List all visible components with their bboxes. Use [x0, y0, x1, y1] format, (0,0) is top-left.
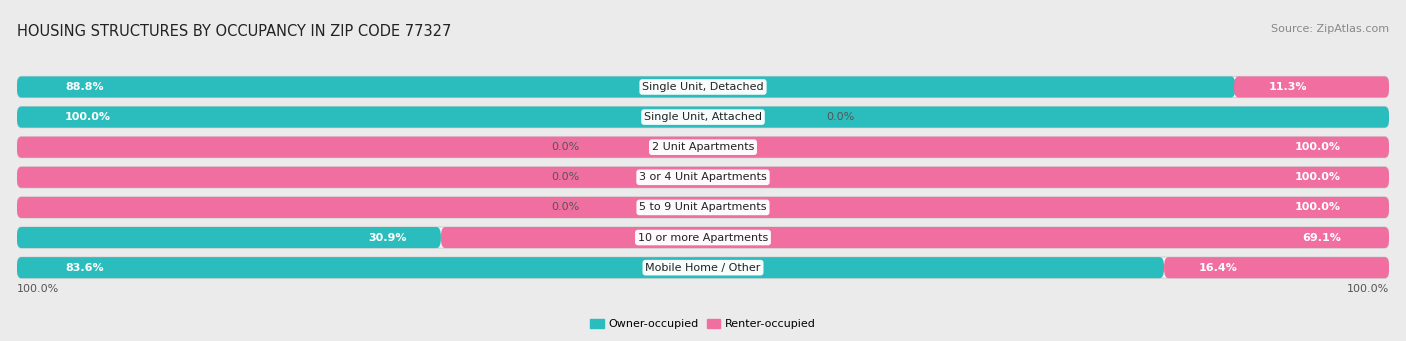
- Text: 0.0%: 0.0%: [827, 112, 855, 122]
- Text: Single Unit, Attached: Single Unit, Attached: [644, 112, 762, 122]
- Text: 10 or more Apartments: 10 or more Apartments: [638, 233, 768, 242]
- FancyBboxPatch shape: [441, 227, 1389, 248]
- FancyBboxPatch shape: [17, 76, 1389, 98]
- Text: 0.0%: 0.0%: [551, 142, 579, 152]
- FancyBboxPatch shape: [17, 137, 1389, 158]
- FancyBboxPatch shape: [1234, 76, 1389, 98]
- FancyBboxPatch shape: [17, 167, 1389, 188]
- Text: 2 Unit Apartments: 2 Unit Apartments: [652, 142, 754, 152]
- Text: 69.1%: 69.1%: [1302, 233, 1341, 242]
- Text: 11.3%: 11.3%: [1268, 82, 1306, 92]
- FancyBboxPatch shape: [17, 137, 1389, 158]
- Text: Single Unit, Detached: Single Unit, Detached: [643, 82, 763, 92]
- Text: 100.0%: 100.0%: [65, 112, 111, 122]
- Text: 0.0%: 0.0%: [551, 172, 579, 182]
- FancyBboxPatch shape: [1164, 257, 1389, 278]
- Text: 5 to 9 Unit Apartments: 5 to 9 Unit Apartments: [640, 203, 766, 212]
- Text: 30.9%: 30.9%: [368, 233, 406, 242]
- Text: 88.8%: 88.8%: [65, 82, 104, 92]
- FancyBboxPatch shape: [17, 227, 441, 248]
- FancyBboxPatch shape: [17, 76, 1236, 98]
- FancyBboxPatch shape: [17, 106, 1389, 128]
- Text: 3 or 4 Unit Apartments: 3 or 4 Unit Apartments: [640, 172, 766, 182]
- Text: 16.4%: 16.4%: [1198, 263, 1237, 273]
- FancyBboxPatch shape: [17, 257, 1164, 278]
- Text: HOUSING STRUCTURES BY OCCUPANCY IN ZIP CODE 77327: HOUSING STRUCTURES BY OCCUPANCY IN ZIP C…: [17, 24, 451, 39]
- Text: Source: ZipAtlas.com: Source: ZipAtlas.com: [1271, 24, 1389, 34]
- Text: 100.0%: 100.0%: [1347, 284, 1389, 294]
- Text: 100.0%: 100.0%: [17, 284, 59, 294]
- FancyBboxPatch shape: [17, 197, 1389, 218]
- Text: 100.0%: 100.0%: [1295, 172, 1341, 182]
- FancyBboxPatch shape: [17, 197, 1389, 218]
- Text: 100.0%: 100.0%: [1295, 142, 1341, 152]
- FancyBboxPatch shape: [17, 257, 1389, 278]
- FancyBboxPatch shape: [17, 106, 1389, 128]
- Text: 0.0%: 0.0%: [551, 203, 579, 212]
- Text: 83.6%: 83.6%: [65, 263, 104, 273]
- Text: 100.0%: 100.0%: [1295, 203, 1341, 212]
- Text: Mobile Home / Other: Mobile Home / Other: [645, 263, 761, 273]
- FancyBboxPatch shape: [17, 227, 1389, 248]
- FancyBboxPatch shape: [17, 167, 1389, 188]
- Legend: Owner-occupied, Renter-occupied: Owner-occupied, Renter-occupied: [591, 319, 815, 329]
